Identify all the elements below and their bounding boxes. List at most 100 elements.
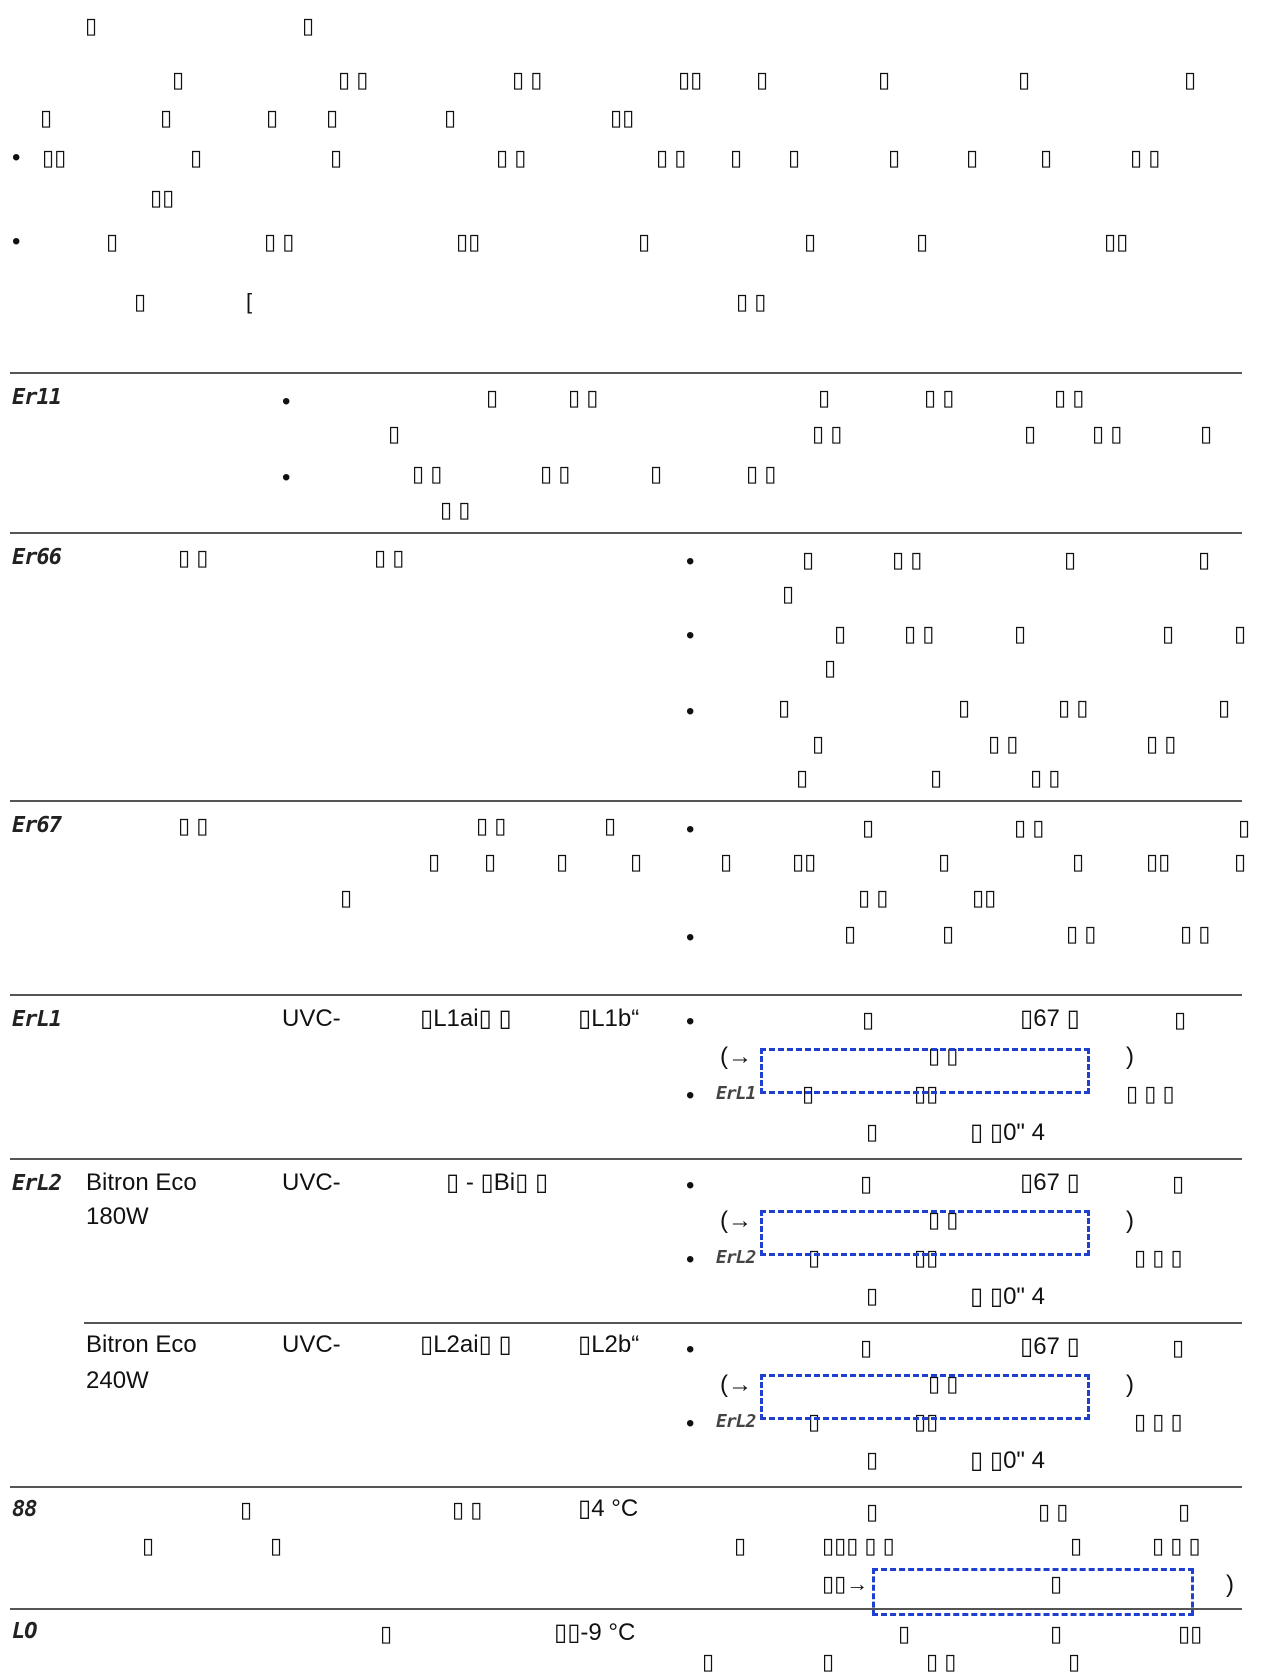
- bullet-text: ▯: [804, 229, 817, 254]
- highlight-box: [760, 1210, 1090, 1256]
- row-text: ▯ ▯: [540, 461, 571, 486]
- row-text: ▯: [824, 655, 837, 680]
- row-text: ▯ ▯ ▯: [1134, 1245, 1183, 1270]
- row-text: ▯ ▯: [412, 461, 443, 486]
- para-text: ▯: [40, 105, 53, 130]
- model-label: ▯L2ai▯ ▯: [420, 1331, 512, 1358]
- para-text: ▯ ▯: [338, 67, 369, 92]
- row-text: ▯: [930, 765, 943, 790]
- row-text: ▯: [866, 1119, 879, 1144]
- bullet-text: ▯: [730, 145, 743, 170]
- row-text: ▯: [428, 849, 441, 874]
- row-text: ▯: [1198, 547, 1211, 572]
- bullet-text: ▯: [190, 145, 203, 170]
- row-text: ▯ ▯ ▯: [1126, 1081, 1175, 1106]
- row-text: ▯: [1218, 695, 1231, 720]
- row-text: ▯ ▯: [178, 545, 209, 570]
- row-text: ▯: [862, 815, 875, 840]
- bullet: •: [686, 1246, 695, 1273]
- row-text: ▯: [808, 1409, 821, 1434]
- error-code: LO: [12, 1619, 37, 1644]
- row-text: ▯: [1070, 1533, 1083, 1558]
- error-code: 88: [12, 1497, 37, 1522]
- row-text: ▯: [958, 695, 971, 720]
- row-text: ▯: [1014, 621, 1027, 646]
- bullet: •: [686, 698, 695, 725]
- bullet-text: ▯▯: [456, 229, 481, 254]
- row-text: ▯: [942, 921, 955, 946]
- bullet: •: [12, 228, 21, 255]
- row-text: ▯: [1178, 1499, 1191, 1524]
- row-text: ▯ ▯: [928, 1043, 959, 1068]
- row-text: ▯: [340, 885, 353, 910]
- row-text: ▯: [1200, 421, 1213, 446]
- table-header: [: [246, 289, 253, 314]
- bullet-text: ▯ ▯: [264, 229, 295, 254]
- row-text: ▯: [822, 1649, 835, 1674]
- row-text: ▯▯→: [822, 1571, 869, 1596]
- row-text: ▯ ▯: [1180, 921, 1211, 946]
- row-text: ▯ ▯: [476, 813, 507, 838]
- row-text: ▯ ▯: [1014, 815, 1045, 840]
- row-text: ▯ ▯: [892, 547, 923, 572]
- bullet: •: [686, 1008, 695, 1035]
- row-text: ▯: [1238, 815, 1251, 840]
- row-text: ▯ ▯ ▯: [1152, 1533, 1201, 1558]
- row-text: ▯ ▯: [904, 621, 935, 646]
- error-code: Er66: [12, 545, 62, 570]
- error-code-ref: ErL1: [716, 1083, 756, 1104]
- bullet-text: ▯: [916, 229, 929, 254]
- table-rule: [10, 372, 1242, 374]
- row-text: ▯ ▯: [178, 813, 209, 838]
- bullet-text: ▯▯: [1104, 229, 1129, 254]
- error-code: ErL1: [12, 1007, 62, 1032]
- bullet: •: [12, 144, 21, 171]
- row-text: ▯: [604, 813, 617, 838]
- row-text: ▯▯-9 °C: [554, 1619, 636, 1646]
- error-code: ErL2: [12, 1171, 62, 1196]
- row-text: ▯: [818, 385, 831, 410]
- bullet-text: ▯: [106, 229, 119, 254]
- error-code: Er11: [12, 385, 62, 410]
- row-text: ): [1126, 1043, 1134, 1070]
- row-text: ): [1126, 1207, 1134, 1234]
- row-text: ▯ ▯: [1092, 421, 1123, 446]
- row-text: ▯ ▯: [1054, 385, 1085, 410]
- row-text: ▯: [1024, 421, 1037, 446]
- product-wattage: 240W: [86, 1367, 149, 1394]
- row-text: ▯: [866, 1447, 879, 1472]
- bullet-text: ▯: [788, 145, 801, 170]
- row-text: ▯: [812, 731, 825, 756]
- row-text: ▯ ▯0" 4: [970, 1283, 1045, 1310]
- row-text: ▯: [388, 421, 401, 446]
- bullet: •: [282, 388, 291, 415]
- row-text: ▯▯: [1178, 1621, 1203, 1646]
- para-text: ▯: [266, 105, 279, 130]
- bullet-text: ▯▯: [150, 185, 175, 210]
- table-rule: [84, 1322, 1242, 1324]
- row-text: ▯: [486, 385, 499, 410]
- row-text: ▯▯: [914, 1245, 939, 1270]
- row-text: (→: [720, 1207, 752, 1234]
- row-text: ▯ ▯: [1038, 1499, 1069, 1524]
- para-text: ▯: [160, 105, 173, 130]
- row-text: ▯ ▯: [988, 731, 1019, 756]
- row-text: (→: [720, 1043, 752, 1070]
- row-text: ▯ ▯: [926, 1649, 957, 1674]
- row-text: ▯ ▯: [452, 1497, 483, 1522]
- row-text: ▯: [866, 1499, 879, 1524]
- error-code-ref: ErL2: [716, 1411, 756, 1432]
- row-text: ▯: [796, 765, 809, 790]
- row-text: ▯: [1064, 547, 1077, 572]
- row-text: ▯: [866, 1283, 879, 1308]
- product-wattage: 180W: [86, 1203, 149, 1230]
- para-text: ▯: [756, 67, 769, 92]
- bullet-text: ▯ ▯: [656, 145, 687, 170]
- row-text: ▯: [734, 1533, 747, 1558]
- row-text: ▯ ▯: [858, 885, 889, 910]
- row-text: ▯: [240, 1497, 253, 1522]
- bullet-text: ▯: [330, 145, 343, 170]
- bullet: •: [686, 1082, 695, 1109]
- row-text: ▯: [860, 1171, 873, 1196]
- row-text: ▯: [1162, 621, 1175, 646]
